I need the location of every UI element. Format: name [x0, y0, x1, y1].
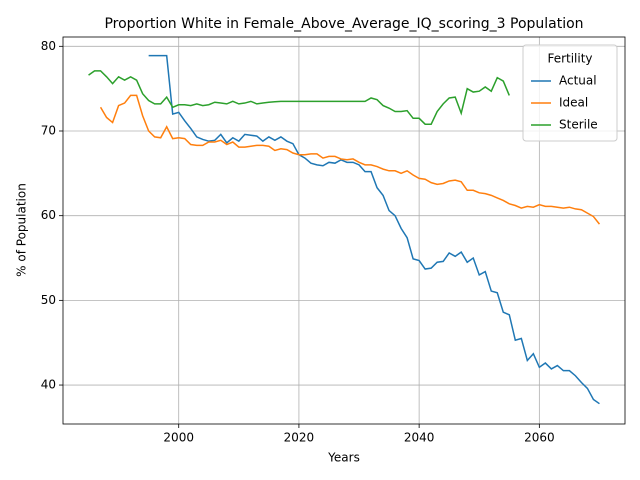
- legend-label: Actual: [559, 74, 597, 88]
- x-tick-label: 2020: [284, 431, 315, 445]
- y-axis-label: % of Population: [15, 183, 29, 277]
- legend-label: Ideal: [559, 96, 588, 110]
- lines: [88, 54, 601, 405]
- y-tick-label: 70: [41, 123, 56, 137]
- y-tick-label: 60: [41, 208, 56, 222]
- legend: Fertility Actual Ideal Sterile: [522, 44, 618, 142]
- y-tick-label: 80: [41, 39, 56, 53]
- x-tick-label: 2040: [404, 431, 435, 445]
- series-line: [148, 54, 600, 405]
- y-tick-label: 50: [41, 293, 56, 307]
- chart-title: Proportion White in Female_Above_Average…: [104, 16, 583, 32]
- y-tick-label: 40: [41, 378, 56, 392]
- x-tick-label: 2000: [163, 431, 194, 445]
- x-axis-label: Years: [327, 451, 360, 465]
- plot-frame: [62, 36, 626, 425]
- series-line: [88, 70, 510, 125]
- legend-label: Sterile: [559, 118, 598, 132]
- series-line: [99, 94, 601, 225]
- legend-box: [522, 44, 618, 142]
- legend-title: Fertility: [547, 52, 592, 66]
- x-tick-label: 2060: [524, 431, 555, 445]
